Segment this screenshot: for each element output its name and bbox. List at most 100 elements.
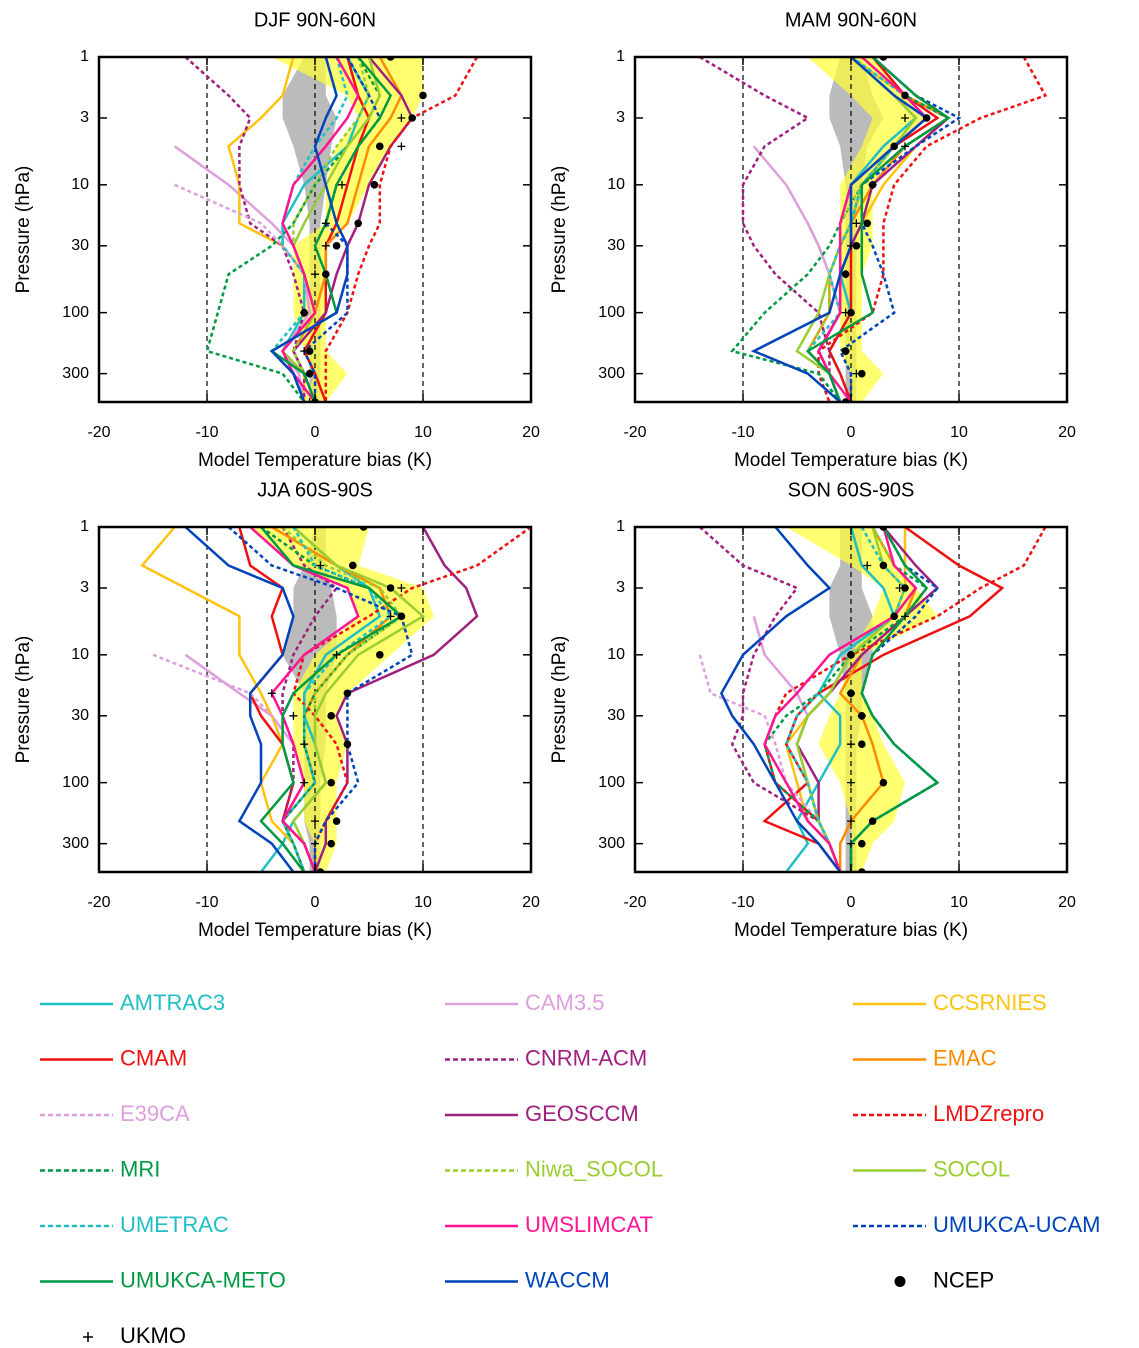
ncep-point bbox=[890, 142, 898, 151]
legend-label: UMETRAC bbox=[120, 1212, 229, 1237]
ncep-point bbox=[343, 740, 352, 748]
ncep-point bbox=[343, 689, 352, 698]
legend-swatch bbox=[83, 1332, 93, 1342]
chart-title: MAM 90N-60N bbox=[785, 9, 917, 31]
y-tick-label: 1 bbox=[616, 518, 625, 535]
series-line bbox=[174, 183, 317, 402]
series-line bbox=[291, 527, 426, 872]
plot-area bbox=[140, 527, 531, 872]
ncep-point bbox=[922, 114, 931, 122]
legend-label: Niwa_SOCOL bbox=[525, 1156, 663, 1181]
ukmo-point bbox=[847, 778, 855, 787]
ukmo-point bbox=[901, 113, 909, 122]
series-line bbox=[785, 527, 896, 872]
ncep-point bbox=[322, 270, 330, 278]
y-tick-label: 3 bbox=[616, 109, 625, 126]
ukmo-point bbox=[289, 711, 298, 720]
ukmo-point bbox=[863, 561, 872, 570]
ukmo-point bbox=[321, 241, 330, 250]
ukmo-point bbox=[847, 689, 855, 698]
y-tick-label: 30 bbox=[71, 707, 89, 724]
series-line bbox=[269, 57, 349, 402]
legend-label: E39CA bbox=[120, 1101, 190, 1126]
series-line bbox=[227, 527, 414, 872]
x-tick-label: -10 bbox=[731, 424, 754, 441]
x-axis-label: Model Temperature bias (K) bbox=[734, 450, 968, 471]
ncep-point bbox=[863, 219, 871, 228]
ncep-point bbox=[349, 561, 357, 570]
ukmo-point bbox=[386, 612, 395, 621]
ukmo-point bbox=[332, 650, 341, 659]
y-tick-label: 100 bbox=[598, 774, 625, 791]
ukmo-point bbox=[311, 817, 319, 826]
plot-frame bbox=[97, 525, 533, 874]
x-tick-label: 0 bbox=[311, 424, 320, 441]
ukmo-point bbox=[901, 142, 909, 151]
x-tick-label: 10 bbox=[414, 424, 432, 441]
ncep-point bbox=[332, 817, 341, 825]
ncep-point bbox=[419, 91, 427, 100]
series-line bbox=[184, 653, 306, 872]
legend-label: LMDZrepro bbox=[933, 1101, 1044, 1126]
ukmo-point bbox=[316, 561, 325, 570]
series-line bbox=[302, 57, 382, 402]
legend-label: GEOSCCM bbox=[525, 1101, 639, 1126]
series-line bbox=[763, 527, 929, 872]
x-tick-label: 20 bbox=[522, 424, 540, 441]
series-line bbox=[795, 57, 918, 402]
y-tick-label: 30 bbox=[71, 237, 89, 254]
ukmo-point bbox=[311, 270, 319, 279]
y-tick-label: 10 bbox=[71, 646, 89, 663]
x-tick-label: -20 bbox=[87, 424, 110, 441]
ukmo-point bbox=[847, 817, 855, 826]
series-line bbox=[849, 527, 940, 872]
legend-label: CNRM-ACM bbox=[525, 1045, 647, 1070]
series-line bbox=[763, 527, 918, 872]
ncep-point bbox=[376, 651, 384, 659]
ukmo-point bbox=[300, 308, 309, 317]
ukmo-point bbox=[267, 689, 276, 698]
ukmo-point bbox=[321, 219, 330, 228]
legend-label: MRI bbox=[120, 1156, 160, 1181]
y-tick-label: 100 bbox=[62, 774, 89, 791]
legend-label: UKMO bbox=[120, 1323, 186, 1348]
ukmo-point bbox=[397, 142, 406, 151]
ukmo-point bbox=[300, 347, 309, 356]
ncep-point bbox=[386, 584, 395, 592]
legend-label: CAM3.5 bbox=[525, 990, 604, 1015]
x-tick-label: 10 bbox=[950, 424, 968, 441]
series-line bbox=[302, 57, 371, 402]
series-line bbox=[281, 57, 360, 402]
series-line bbox=[699, 57, 842, 402]
ukmo-point bbox=[305, 398, 314, 402]
ncep-point bbox=[327, 778, 336, 787]
y-tick-label: 100 bbox=[598, 304, 625, 321]
ncep-point bbox=[305, 347, 314, 355]
ukmo-point bbox=[847, 241, 855, 250]
chart-title: SON 60S-90S bbox=[788, 479, 915, 501]
ncep-point bbox=[327, 839, 336, 848]
series-line bbox=[719, 527, 842, 872]
x-axis-label: Model Temperature bias (K) bbox=[734, 920, 968, 941]
ukmo-point bbox=[847, 839, 855, 848]
ukmo-point bbox=[852, 369, 861, 378]
x-tick-label: 0 bbox=[847, 424, 856, 441]
series-line bbox=[838, 57, 962, 402]
x-tick-label: -20 bbox=[623, 894, 646, 911]
y-tick-label: 10 bbox=[71, 176, 89, 193]
ncep-point bbox=[901, 584, 909, 592]
x-tick-label: -20 bbox=[87, 894, 110, 911]
ukmo-point bbox=[300, 778, 309, 787]
uncertainty-band bbox=[271, 57, 423, 402]
uncertainty-band bbox=[807, 57, 927, 402]
legend-label: EMAC bbox=[933, 1045, 997, 1070]
ncep-point bbox=[858, 839, 866, 848]
legend-label: CCSRNIES bbox=[933, 990, 1047, 1015]
y-tick-label: 10 bbox=[607, 646, 625, 663]
ncep-point bbox=[890, 612, 898, 621]
x-axis-label: Model Temperature bias (K) bbox=[198, 920, 432, 941]
y-tick-label: 100 bbox=[62, 304, 89, 321]
ukmo-point bbox=[852, 219, 861, 228]
x-tick-label: 0 bbox=[847, 894, 856, 911]
series-line bbox=[259, 527, 404, 872]
